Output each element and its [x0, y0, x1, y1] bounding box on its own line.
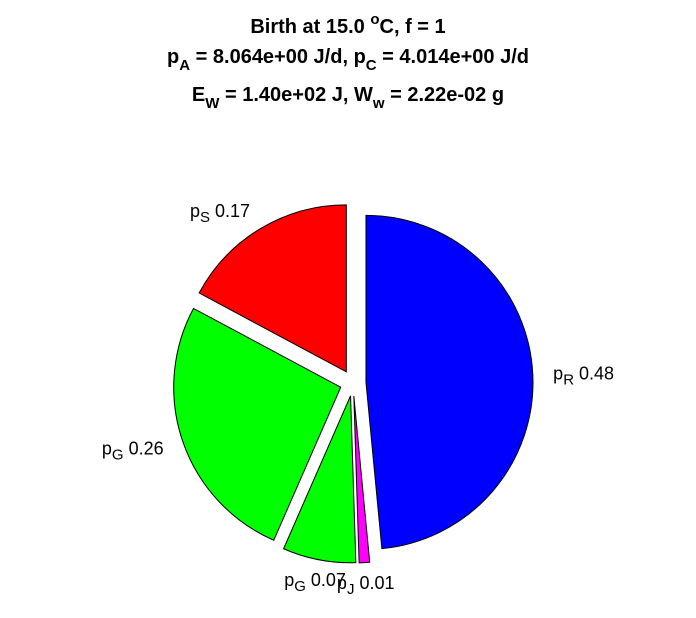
label-subscript: G [112, 447, 124, 464]
title-subscript: A [179, 57, 190, 74]
label-subscript: G [294, 578, 306, 595]
label-prefix: p [337, 573, 347, 593]
label-value: 0.48 [579, 363, 614, 383]
pie-slice [198, 204, 347, 373]
pie-slice [365, 214, 534, 550]
label-prefix: p [102, 439, 112, 459]
label-subscript: J [347, 581, 355, 598]
label-value: 0.17 [215, 201, 250, 221]
title-text: W [354, 84, 373, 106]
title-line: pA = 8.064e+00 J/d, pC = 4.014e+00 J/d [167, 46, 529, 74]
title-subscript: W [205, 95, 220, 112]
label-value: 0.26 [129, 439, 164, 459]
title-text: = 8.064e+00 J/d, [190, 46, 353, 68]
label-value: 0.01 [359, 573, 394, 593]
title-subscript: w [372, 95, 385, 112]
title-text: p [167, 46, 179, 68]
pie-slice [282, 395, 357, 564]
label-subscript: S [200, 209, 210, 226]
slice-label: pG 0.07 [284, 570, 346, 595]
slice-label: pJ 0.01 [337, 573, 395, 598]
label-value: 0.07 [311, 570, 346, 590]
title-text: E [192, 84, 205, 106]
slice-label: pG 0.26 [102, 439, 164, 464]
label-prefix: p [190, 201, 200, 221]
pie-slice [173, 307, 342, 541]
pie-slice [353, 395, 371, 564]
label-subscript: R [563, 371, 574, 388]
slice-label: pR 0.48 [553, 363, 614, 388]
title-subscript: C [366, 57, 377, 74]
title-line: Birth at 15.0 oC, f = 1 [250, 11, 445, 38]
title-text: = 1.40e+02 J, [219, 84, 354, 106]
label-prefix: p [553, 363, 563, 383]
title-text: = 2.22e-02 g [385, 84, 505, 106]
title-text: Birth at 15.0 [250, 16, 370, 38]
title-superscript: o [370, 11, 379, 28]
title-line: EW = 1.40e+02 J, Ww = 2.22e-02 g [192, 84, 504, 112]
title-text: C, f = 1 [380, 16, 446, 38]
title-text: p [354, 46, 366, 68]
label-prefix: p [284, 570, 294, 590]
slice-label: pS 0.17 [190, 201, 250, 226]
title-text: = 4.014e+00 J/d [377, 46, 529, 68]
